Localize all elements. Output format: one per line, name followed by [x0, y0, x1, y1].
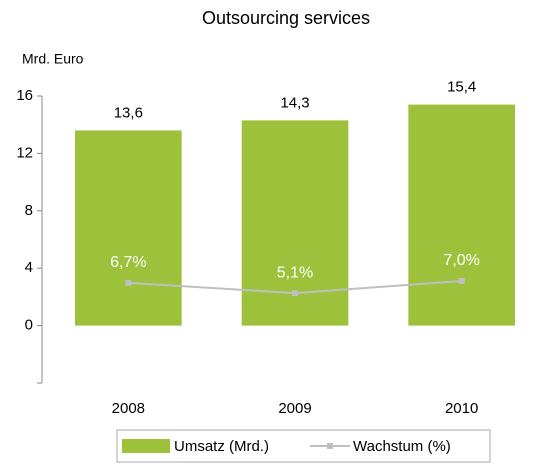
bar [408, 104, 515, 326]
chart-title: Outsourcing services [202, 8, 370, 28]
line-value-label: 6,7% [110, 254, 146, 271]
line-value-label: 7,0% [443, 252, 479, 269]
x-tick-label: 2009 [278, 400, 311, 417]
legend-swatch [122, 439, 170, 453]
y-axis-label: Mrd. Euro [22, 51, 84, 67]
line-marker [292, 290, 298, 297]
legend-box [116, 429, 491, 463]
x-tick-label: 2008 [112, 400, 145, 417]
line-marker [458, 277, 465, 284]
legend-swatch [327, 443, 333, 449]
x-tick-label: 2010 [445, 400, 478, 417]
bar-value-label: 15,4 [447, 79, 476, 96]
line-value-label: 5,1% [277, 264, 313, 281]
line-marker [125, 279, 132, 286]
y-tick-label: 16 [16, 87, 33, 104]
legend-label: Umsatz (Mrd.) [174, 438, 269, 455]
y-tick-label: 8 [25, 202, 33, 219]
y-tick-label: 12 [16, 144, 33, 161]
bar-value-label: 13,6 [114, 104, 143, 121]
bar-value-label: 14,3 [280, 94, 309, 111]
bar [75, 130, 182, 326]
legend-label: Wachstum (%) [353, 438, 451, 455]
y-tick-label: 4 [25, 259, 33, 276]
y-tick-label: 0 [25, 317, 33, 334]
